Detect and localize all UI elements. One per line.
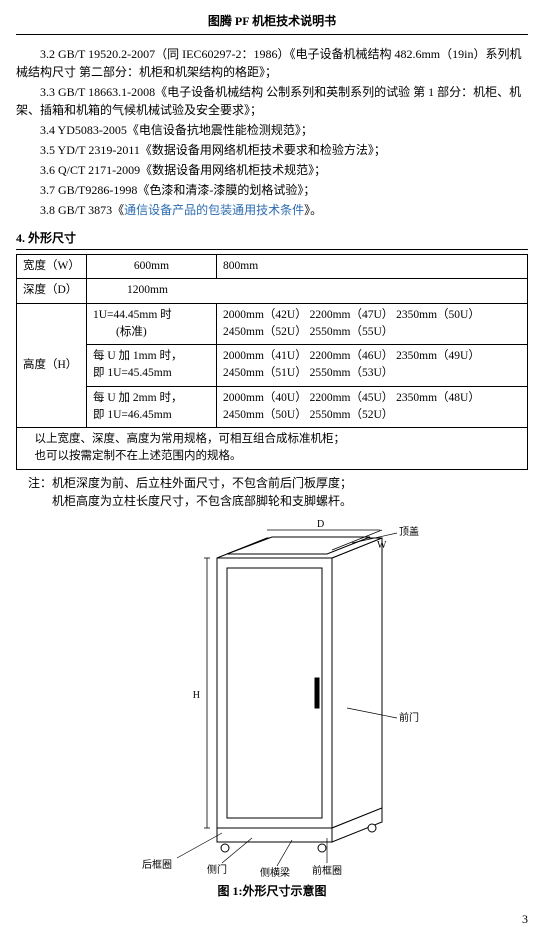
- height-cond-2: 每 U 加 2mm 时，即 1U=46.45mm: [87, 386, 217, 428]
- width-label: 宽度（W）: [17, 255, 87, 279]
- depth-val: 1200mm: [87, 279, 528, 303]
- label-front-door: 前门: [399, 711, 419, 724]
- section-title: 4. 外形尺寸: [16, 229, 528, 250]
- figure-cabinet: H W D 顶盖 前门 后框圈 侧门 侧横梁 前框圈: [16, 518, 528, 878]
- para-38-prefix: 3.8 GB/T 3873《: [40, 203, 124, 217]
- para-34: 3.4 YD5083-2005《电信设备抗地震性能检测规范》；: [16, 121, 528, 139]
- table-row: 宽度（W） 600mm 800mm: [17, 255, 528, 279]
- depth-label: 深度（D）: [17, 279, 87, 303]
- doc-header: 图腾 PF 机柜技术说明书: [16, 12, 528, 35]
- table-row: 高度（H） 1U=44.45mm 时(标准) 2000mm（42U） 2200m…: [17, 303, 528, 345]
- label-top: 顶盖: [399, 525, 419, 538]
- height-cells-0: 2000mm（42U） 2200mm（47U） 2350mm（50U）2450m…: [217, 303, 528, 345]
- height-cond-0: 1U=44.45mm 时(标准): [87, 303, 217, 345]
- label-w: W: [377, 540, 387, 551]
- table-footer: 以上宽度、深度、高度为常用规格，可相互组合成标准机柜； 也可以按需定制不在上述范…: [17, 428, 528, 470]
- height-cells-2: 2000mm（40U） 2200mm（45U） 2350mm（48U）2450m…: [217, 386, 528, 428]
- para-32: 3.2 GB/T 19520.2-2007（同 IEC60297-2：1986）…: [16, 45, 528, 81]
- notes: 注：机柜深度为前、后立柱外面尺寸，不包含前后门板厚度； 机柜高度为立柱长度尺寸，…: [16, 474, 528, 510]
- para-33: 3.3 GB/T 18663.1-2008《电子设备机械结构 公制系列和英制系列…: [16, 83, 528, 119]
- figure-caption: 图 1:外形尺寸示意图: [16, 882, 528, 900]
- table-row: 深度（D） 1200mm: [17, 279, 528, 303]
- width-val-2: 800mm: [217, 255, 528, 279]
- label-front-frame: 前框圈: [312, 864, 342, 877]
- note-2: 机柜高度为立柱长度尺寸，不包含底部脚轮和支脚螺杆。: [16, 492, 528, 510]
- label-side-door: 侧门: [207, 863, 227, 876]
- note-1: 注：机柜深度为前、后立柱外面尺寸，不包含前后门板厚度；: [16, 474, 528, 492]
- cabinet-diagram: H W D 顶盖 前门 后框圈 侧门 侧横梁 前框圈: [122, 518, 422, 878]
- para-38-link: 通信设备产品的包装通用技术条件: [124, 203, 304, 217]
- height-label: 高度（H）: [17, 303, 87, 428]
- height-cond-1: 每 U 加 1mm 时，即 1U=45.45mm: [87, 345, 217, 387]
- para-36: 3.6 Q/CT 2171-2009《数据设备用网络机柜技术规范》；: [16, 161, 528, 179]
- para-37: 3.7 GB/T9286-1998《色漆和清漆-漆膜的划格试验》；: [16, 181, 528, 199]
- label-side-beam: 侧横梁: [260, 866, 290, 878]
- label-rear-frame: 后框圈: [142, 858, 172, 871]
- width-val-1: 600mm: [87, 255, 217, 279]
- para-38-suffix: 》。: [304, 203, 322, 217]
- para-35: 3.5 YD/T 2319-2011《数据设备用网络机柜技术要求和检验方法》；: [16, 141, 528, 159]
- table-row: 以上宽度、深度、高度为常用规格，可相互组合成标准机柜； 也可以按需定制不在上述范…: [17, 428, 528, 470]
- height-cells-1: 2000mm（41U） 2200mm（46U） 2350mm（49U）2450m…: [217, 345, 528, 387]
- label-d: D: [317, 519, 324, 530]
- dimensions-table: 宽度（W） 600mm 800mm 深度（D） 1200mm 高度（H） 1U=…: [16, 254, 528, 470]
- table-row: 每 U 加 1mm 时，即 1U=45.45mm 2000mm（41U） 220…: [17, 345, 528, 387]
- para-38: 3.8 GB/T 3873《通信设备产品的包装通用技术条件》。: [16, 201, 528, 219]
- label-h: H: [193, 690, 200, 701]
- table-row: 每 U 加 2mm 时，即 1U=46.45mm 2000mm（40U） 220…: [17, 386, 528, 428]
- page-number: 3: [16, 910, 528, 928]
